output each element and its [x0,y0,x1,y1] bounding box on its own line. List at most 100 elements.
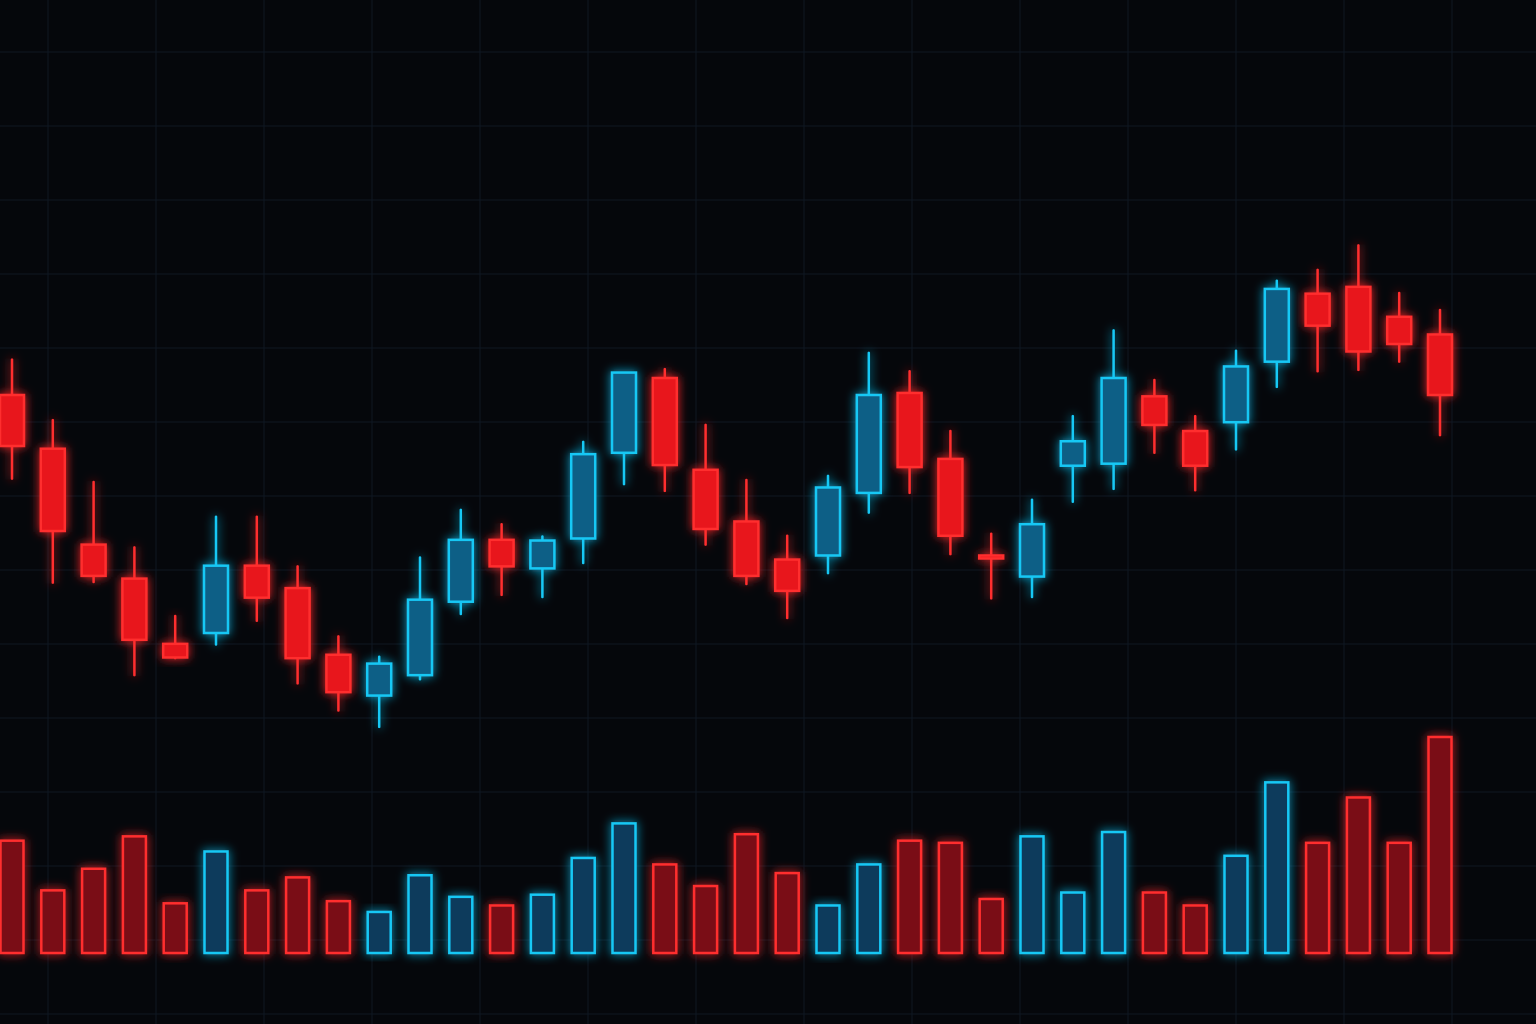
volume-bar-down [40,889,66,955]
volume-bar-down [162,902,188,955]
candle [161,614,189,660]
candle [977,532,1005,600]
volume-bar-down [121,835,148,955]
candle [488,522,515,597]
volume-bar-up [856,863,882,955]
candle [733,478,760,586]
volume-bar-up [1060,891,1086,955]
candle [569,440,597,565]
volume-bar-down [1182,904,1208,955]
candle-body-bullish [855,393,883,495]
candle [896,369,923,495]
candle-body-bullish [1100,376,1127,465]
volume-bar-up [1223,854,1249,955]
volume-bar-down [80,867,107,955]
volume-bar-up [366,910,392,955]
volume-bar-down [1141,891,1168,955]
volume-bars [0,735,1453,955]
volume-bar-up [815,904,841,955]
volume-bar-down [652,863,678,955]
volume-bar-down [774,871,800,955]
volume-bar-up [1264,781,1290,955]
volume-bar-down [488,904,515,955]
candle [284,565,311,685]
volume-bar-down [937,841,964,955]
candle [325,635,352,712]
volume-bar-up [570,856,596,955]
volume-bar-up [407,873,433,955]
candle-body-bearish [937,457,964,538]
volume-bar-down [896,839,923,955]
volume-bar-down [325,899,352,955]
candle-body-bullish [1059,439,1087,467]
volume-bar-up [529,893,556,955]
candle-body-bearish [896,391,923,469]
candle [243,515,271,623]
candle-body-bearish [733,520,760,578]
candle [1181,414,1209,492]
volume-bar-down [733,832,760,955]
candle [937,429,964,556]
candle [365,655,393,729]
candle-body-bearish [1345,285,1372,353]
candle [80,480,107,584]
candle [1426,308,1454,437]
candle-body-bearish [1385,315,1413,346]
volume-bar-down [978,897,1004,955]
volume-bar-down [1345,796,1372,955]
candle-body-bearish [977,554,1005,560]
candle-body-bullish [1222,365,1250,424]
candle [814,474,842,575]
candle [1059,414,1087,504]
candle-body-bullish [610,371,638,455]
volume-bar-down [244,889,270,955]
candle [651,367,679,493]
volume-bar-down [1304,841,1331,955]
candle-body-bearish [0,393,26,448]
candle-body-bearish [243,564,271,599]
candle-body-bearish [1141,395,1168,427]
candle-body-bullish [447,538,475,603]
volume-bar-down [1386,841,1412,955]
candle-body-bullish [814,486,842,557]
volume-bar-up [203,850,229,955]
candle-body-bearish [1181,429,1209,467]
candle [1304,268,1331,373]
candle [1141,378,1168,455]
candle-body-bullish [569,452,597,540]
volume-bar-up [1100,830,1127,955]
candle [1222,349,1250,451]
candle [202,515,230,646]
candle-body-bullish [1018,522,1046,578]
candle-body-bearish [1426,333,1454,397]
candle-body-bearish [1304,292,1331,327]
volume-bar-down [284,876,311,955]
candle-body-bullish [406,598,434,677]
candle [1263,279,1291,389]
candle-body-bearish [39,447,67,533]
candle-body-bullish [529,539,556,570]
volume-bar-up [611,822,637,955]
candle [447,508,475,616]
candle [529,535,556,599]
candle-body-bearish [80,543,107,578]
candle [0,358,26,480]
candle-body-bearish [325,653,352,694]
candle [39,418,67,584]
volume-bar-down [0,839,25,955]
candle-body-bullish [1263,287,1291,363]
candle [1345,244,1372,372]
candle [610,371,638,486]
candle [1018,498,1046,599]
candles [0,244,1454,729]
candle [121,546,148,677]
candle-body-bearish [488,538,515,568]
candle [406,556,434,681]
candle-body-bullish [365,662,393,697]
volume-bar-down [692,884,719,955]
candle-body-bullish [202,564,230,635]
candle-body-bearish [161,642,189,659]
candle-body-bearish [651,376,679,467]
candle-body-bearish [121,577,148,642]
